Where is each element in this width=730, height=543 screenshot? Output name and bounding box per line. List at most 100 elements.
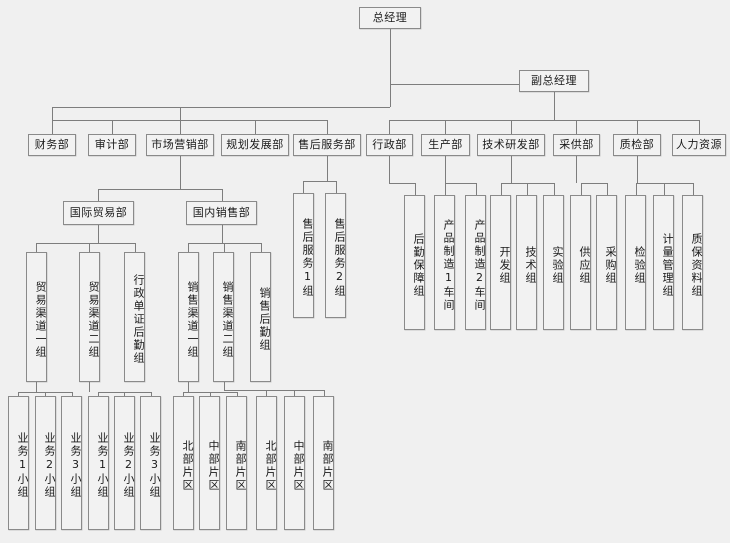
connector-line bbox=[581, 183, 582, 195]
org-node-s1n[interactable]: 北部片区 bbox=[173, 396, 194, 530]
org-node-wk1[interactable]: 产品制造1车间 bbox=[434, 195, 455, 330]
org-node-label: 开发组 bbox=[498, 245, 511, 285]
org-node-audit[interactable]: 审计部 bbox=[88, 134, 136, 156]
connector-line bbox=[576, 156, 577, 183]
org-node-intl[interactable]: 国际贸易部 bbox=[63, 201, 134, 225]
connector-line bbox=[36, 382, 37, 392]
org-node-as2[interactable]: 售后服务2组 bbox=[325, 193, 346, 318]
connector-line bbox=[222, 225, 223, 243]
org-node-finance[interactable]: 财务部 bbox=[28, 134, 76, 156]
connector-line bbox=[45, 392, 46, 397]
org-node-t1g2[interactable]: 业务2小组 bbox=[35, 396, 56, 530]
connector-line bbox=[511, 120, 512, 134]
org-node-label: 国内销售部 bbox=[192, 205, 251, 219]
org-node-s2n[interactable]: 北部片区 bbox=[256, 396, 277, 530]
org-node-lab[interactable]: 实验组 bbox=[543, 195, 564, 330]
org-node-qc[interactable]: 质检部 bbox=[613, 134, 661, 156]
org-node-gm[interactable]: 总经理 bbox=[359, 7, 421, 29]
org-node-t2g2[interactable]: 业务2小组 bbox=[114, 396, 135, 530]
org-node-label: 实验组 bbox=[551, 245, 564, 285]
connector-line bbox=[445, 183, 476, 184]
connector-line bbox=[124, 392, 125, 397]
connector-line bbox=[607, 183, 608, 195]
connector-line bbox=[224, 390, 324, 391]
connector-line bbox=[52, 120, 53, 134]
org-node-planning[interactable]: 规划发展部 bbox=[221, 134, 289, 156]
org-node-label: 行政单证后勤组 bbox=[132, 274, 145, 365]
org-node-label: 业务3小组 bbox=[148, 432, 161, 499]
org-node-s1c[interactable]: 中部片区 bbox=[199, 396, 220, 530]
connector-line bbox=[445, 120, 446, 134]
connector-line bbox=[89, 382, 90, 392]
org-node-aftersale[interactable]: 售后服务部 bbox=[293, 134, 361, 156]
org-node-slog[interactable]: 销售后勤组 bbox=[250, 252, 271, 382]
connector-line bbox=[98, 392, 99, 397]
connector-line bbox=[303, 181, 304, 193]
org-node-label: 计量管理组 bbox=[661, 232, 674, 298]
org-node-label: 产品制造2车间 bbox=[473, 218, 486, 312]
connector-line bbox=[554, 92, 555, 120]
connector-line bbox=[699, 120, 700, 134]
org-node-qdoc[interactable]: 质保资料组 bbox=[682, 195, 703, 330]
org-node-label: 北部片区 bbox=[264, 439, 277, 492]
org-node-tch1[interactable]: 贸易渠道一组 bbox=[26, 252, 47, 382]
org-node-s2s[interactable]: 南部片区 bbox=[313, 396, 334, 530]
org-node-label: 销售渠道二组 bbox=[221, 280, 234, 359]
org-node-meas[interactable]: 计量管理组 bbox=[653, 195, 674, 330]
org-node-as1[interactable]: 售后服务1组 bbox=[293, 193, 314, 318]
connector-line bbox=[52, 107, 390, 108]
org-node-marketing[interactable]: 市场营销部 bbox=[146, 134, 214, 156]
connector-line bbox=[180, 156, 181, 189]
org-node-tch2[interactable]: 贸易渠道二组 bbox=[79, 252, 100, 382]
org-node-label: 业务1小组 bbox=[96, 432, 109, 499]
connector-line bbox=[581, 183, 607, 184]
connector-line bbox=[18, 392, 19, 397]
org-node-wk2[interactable]: 产品制造2车间 bbox=[465, 195, 486, 330]
connector-line bbox=[415, 183, 416, 195]
connector-line bbox=[637, 120, 638, 134]
org-node-label: 生产部 bbox=[428, 137, 463, 151]
org-node-admin[interactable]: 行政部 bbox=[366, 134, 413, 156]
org-node-tech[interactable]: 技术组 bbox=[516, 195, 537, 330]
connector-line bbox=[255, 120, 256, 134]
org-node-tadm[interactable]: 行政单证后勤组 bbox=[124, 252, 145, 382]
org-node-dev[interactable]: 开发组 bbox=[490, 195, 511, 330]
org-node-sup[interactable]: 供应组 bbox=[570, 195, 591, 330]
connector-line bbox=[501, 183, 502, 195]
org-node-produce[interactable]: 生产部 bbox=[421, 134, 470, 156]
connector-line bbox=[224, 382, 225, 390]
org-node-supply[interactable]: 采供部 bbox=[553, 134, 600, 156]
connector-line bbox=[303, 181, 336, 182]
org-node-label: 业务3小组 bbox=[69, 432, 82, 499]
org-node-pur[interactable]: 采购组 bbox=[596, 195, 617, 330]
org-node-label: 业务1小组 bbox=[16, 432, 29, 499]
connector-line bbox=[52, 107, 53, 120]
org-node-label: 市场营销部 bbox=[151, 137, 209, 151]
org-node-rnd[interactable]: 技术研发部 bbox=[477, 134, 545, 156]
connector-line bbox=[327, 120, 328, 134]
org-node-insp[interactable]: 检验组 bbox=[625, 195, 646, 330]
org-node-sch2[interactable]: 销售渠道二组 bbox=[213, 252, 234, 382]
org-node-label: 业务2小组 bbox=[122, 432, 135, 499]
connector-line bbox=[637, 156, 638, 183]
connector-line bbox=[693, 183, 694, 195]
connector-line bbox=[98, 225, 99, 243]
org-node-s2c[interactable]: 中部片区 bbox=[284, 396, 305, 530]
org-node-label: 后勤保障组 bbox=[412, 232, 425, 298]
connector-line bbox=[72, 392, 73, 397]
connector-line bbox=[89, 243, 90, 252]
org-node-adlog[interactable]: 后勤保障组 bbox=[404, 195, 425, 330]
connector-line bbox=[527, 183, 528, 195]
org-node-label: 售后服务部 bbox=[298, 137, 356, 151]
org-node-t1g3[interactable]: 业务3小组 bbox=[61, 396, 82, 530]
org-node-t1g1[interactable]: 业务1小组 bbox=[8, 396, 29, 530]
org-node-t2g3[interactable]: 业务3小组 bbox=[140, 396, 161, 530]
org-node-s1s[interactable]: 南部片区 bbox=[226, 396, 247, 530]
org-node-sch1[interactable]: 销售渠道一组 bbox=[178, 252, 199, 382]
org-node-t2g1[interactable]: 业务1小组 bbox=[88, 396, 109, 530]
connector-line bbox=[188, 382, 189, 392]
org-node-hr[interactable]: 人力资源 bbox=[672, 134, 726, 156]
org-node-dom[interactable]: 国内销售部 bbox=[186, 201, 257, 225]
org-node-vgm[interactable]: 副总经理 bbox=[519, 70, 589, 92]
